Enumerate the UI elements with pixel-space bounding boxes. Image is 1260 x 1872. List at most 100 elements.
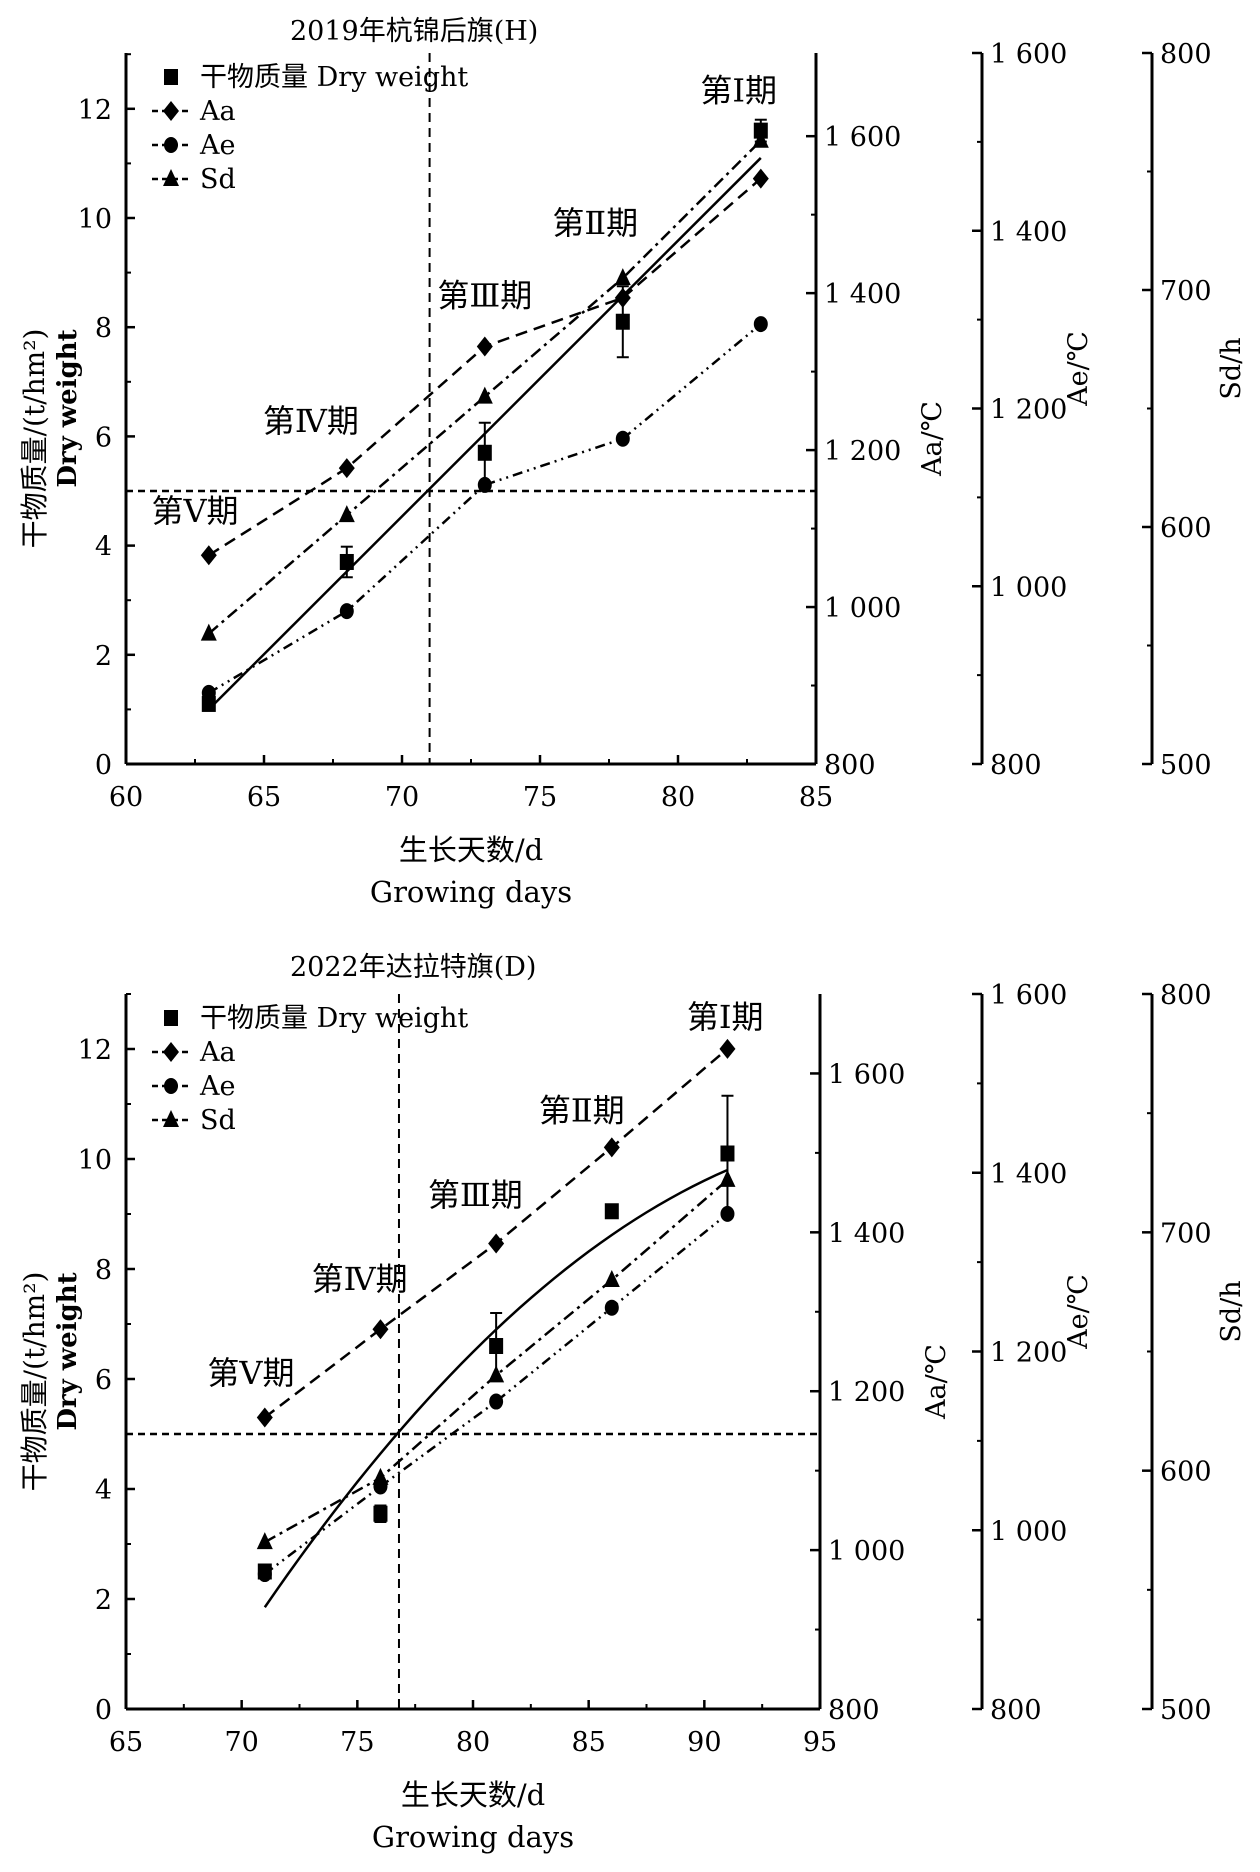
aa-tick-label: 1 400: [828, 1218, 905, 1249]
x-tick-label: 65: [247, 782, 281, 813]
aa-tick-label: 1 000: [828, 1536, 905, 1567]
y-tick-label: 12: [78, 1035, 112, 1066]
x-axis-label: 生长天数/d: [401, 1778, 545, 1812]
legend-label: Sd: [200, 164, 236, 195]
y-axis-label: 干物质量/(t/hm²): [18, 329, 51, 549]
aa-point: [200, 545, 217, 566]
aa-tick-label: 1 200: [828, 1377, 905, 1408]
ae-axis-label: Ae/℃: [1063, 1274, 1094, 1350]
aa-tick-label: 1 200: [824, 436, 901, 467]
aa-tick-label: 1 600: [824, 122, 901, 153]
sd-point: [614, 268, 631, 286]
legend-label: Sd: [200, 1105, 236, 1136]
ae-series-line: [208, 323, 762, 694]
y-tick-label: 0: [95, 750, 112, 781]
y-tick-label: 0: [95, 1695, 112, 1726]
ae-tick-label: 800: [990, 750, 1042, 781]
legend-marker: [163, 1110, 179, 1127]
chart-title: 2019年杭锦后旗(H): [290, 16, 538, 47]
legend-marker: [164, 69, 178, 85]
sd-point: [256, 1532, 273, 1550]
dry-weight-point: [753, 122, 768, 139]
y-axis-label-en: Dry weight: [53, 1272, 83, 1430]
phase-label: 第Ⅲ期: [437, 276, 532, 314]
x-tick-label: 95: [803, 1727, 837, 1758]
x-tick-label: 70: [224, 1727, 258, 1758]
sd-tick-label: 800: [1160, 980, 1212, 1011]
dry-weight-point: [477, 444, 492, 461]
aa-series-line: [208, 177, 762, 557]
dry-weight-point: [373, 1505, 388, 1522]
y-tick-label: 2: [95, 641, 112, 672]
phase-label: 第Ⅲ期: [428, 1176, 523, 1214]
x-tick-label: 75: [340, 1727, 374, 1758]
phase-label: 第Ⅰ期: [700, 72, 777, 110]
sd-point: [372, 1467, 389, 1485]
aa-tick-label: 1 400: [824, 279, 901, 310]
x-axis-label: 生长天数/d: [399, 833, 543, 867]
ae-tick-label: 1 400: [990, 217, 1067, 248]
aa-point: [372, 1319, 389, 1340]
x-tick-label: 80: [456, 1727, 490, 1758]
chart-1: 2022年达拉特旗(D)65 70 75 80 85 90 95生长天数/dGrowing …: [18, 952, 1247, 1854]
dry-weight-point: [339, 553, 354, 570]
sd-tick-label: 800: [1160, 39, 1212, 70]
sd-tick-label: 600: [1160, 513, 1212, 544]
ae-point: [753, 316, 768, 333]
x-axis-label-en: Growing days: [372, 1820, 574, 1854]
sd-point: [200, 623, 217, 641]
sd-point: [338, 505, 355, 523]
aa-point: [719, 1038, 736, 1059]
aa-point: [476, 336, 493, 357]
ae-point: [489, 1393, 504, 1410]
y-tick-label: 10: [78, 204, 112, 235]
x-tick-label: 75: [523, 782, 557, 813]
phase-label: 第Ⅴ期: [207, 1354, 294, 1392]
ae-axis-label: Ae/℃: [1063, 331, 1094, 407]
phase-label: 第Ⅳ期: [263, 402, 359, 440]
sd-point: [603, 1270, 620, 1287]
aa-tick-label: 1 000: [824, 593, 901, 624]
dry-weight-point: [489, 1338, 504, 1354]
sd-tick-label: 500: [1160, 750, 1212, 781]
aa-axis-label: Aa/℃: [917, 401, 948, 477]
ae-point: [339, 603, 354, 620]
ae-tick-label: 1 000: [990, 1516, 1067, 1547]
ae-tick-label: 1 600: [990, 980, 1067, 1011]
aa-tick-label: 800: [824, 750, 876, 781]
x-tick-label: 60: [109, 782, 143, 813]
y-tick-label: 12: [78, 95, 112, 126]
phase-label: 第Ⅱ期: [539, 1092, 625, 1130]
legend-marker: [163, 101, 179, 121]
legend-marker: [164, 1078, 178, 1094]
ae-series-line: [264, 1212, 729, 1576]
x-tick-label: 85: [571, 1727, 605, 1758]
aa-tick-label: 1 600: [828, 1059, 905, 1090]
ae-tick-label: 800: [990, 1695, 1042, 1726]
legend-marker: [164, 137, 178, 153]
sd-axis-label: Sd/h: [1216, 1280, 1247, 1342]
aa-axis-label: Aa/℃: [921, 1344, 952, 1420]
ae-point: [615, 430, 630, 447]
ae-point: [477, 476, 492, 493]
y-axis-label-en: Dry weight: [53, 329, 83, 487]
dry-weight-point: [720, 1145, 735, 1162]
dry-weight-point: [201, 695, 216, 712]
dry-weight-point: [615, 313, 630, 330]
dry-weight-point: [257, 1563, 272, 1580]
aa-tick-label: 800: [828, 1695, 880, 1726]
x-tick-label: 85: [799, 782, 833, 813]
x-tick-label: 65: [109, 1727, 143, 1758]
ae-point: [604, 1299, 619, 1316]
ae-point: [720, 1205, 735, 1222]
aa-point: [752, 168, 769, 189]
phase-label: 第Ⅳ期: [312, 1260, 408, 1298]
y-tick-label: 4: [95, 532, 112, 563]
sd-tick-label: 700: [1160, 276, 1212, 307]
phase-label: 第Ⅴ期: [151, 492, 238, 530]
sd-tick-label: 500: [1160, 1695, 1212, 1726]
legend-label: Ae: [199, 130, 235, 161]
y-tick-label: 6: [95, 422, 112, 453]
x-tick-label: 90: [687, 1727, 721, 1758]
